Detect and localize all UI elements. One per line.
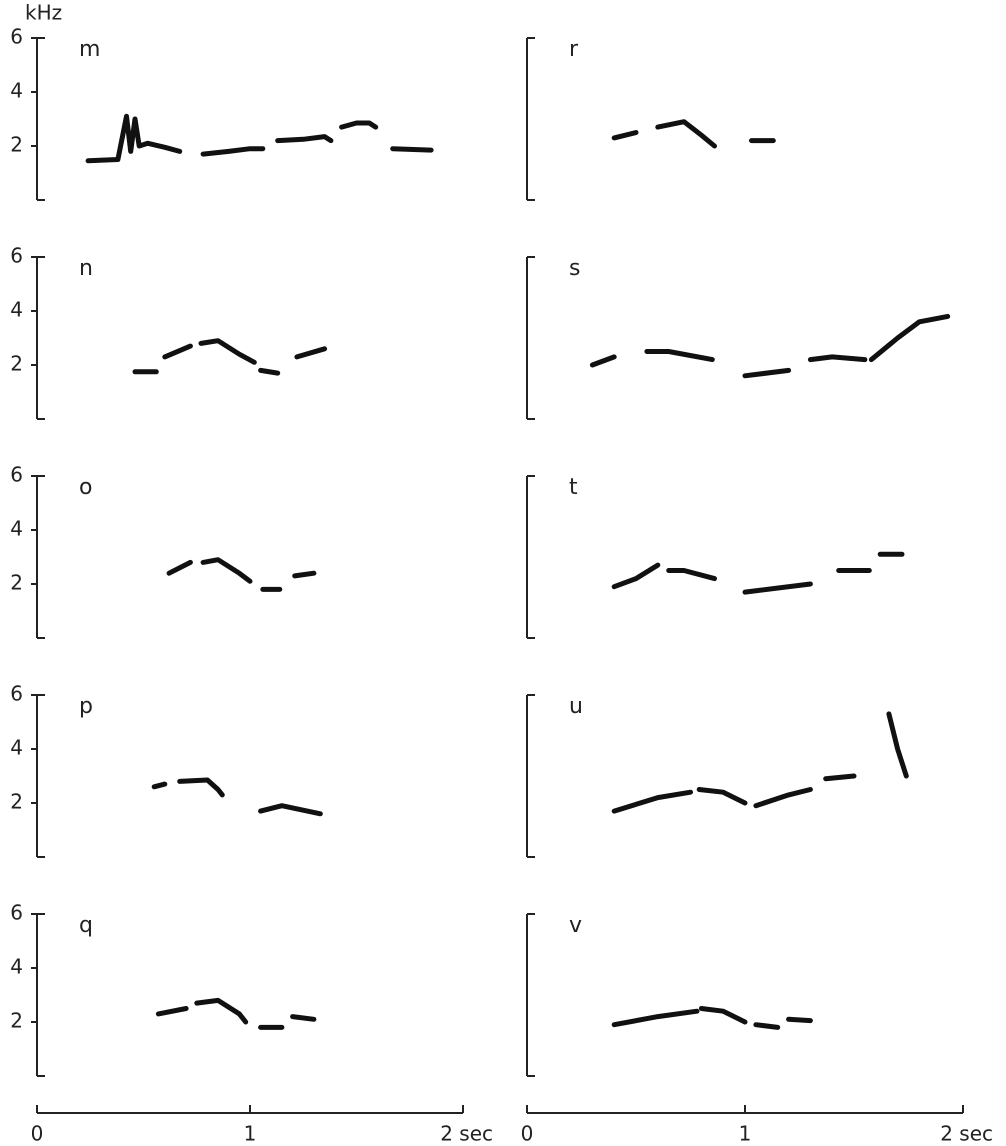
trace [611, 119, 776, 149]
y-tick-label: 2 [10, 571, 23, 595]
y-tick-label: 2 [10, 133, 23, 157]
y-tick-label: 4 [10, 298, 23, 322]
y-tick-label: 6 [10, 901, 23, 925]
y-tick-label: 4 [10, 79, 23, 103]
panel-label: m [79, 37, 100, 62]
trace [589, 313, 951, 379]
panel-label: v [569, 913, 582, 938]
y-tick-label: 2 [10, 352, 23, 376]
trace [132, 338, 328, 376]
panel-label: o [79, 475, 92, 500]
x-tick-label: 2 sec [940, 1122, 993, 1146]
y-tick-label: 4 [10, 736, 23, 760]
panel-label: u [569, 694, 583, 719]
y-axis-label: kHz [25, 1, 62, 25]
y-tick-label: 2 [10, 1009, 23, 1033]
y-tick-label: 6 [10, 25, 23, 49]
y-tick-label: 6 [10, 463, 23, 487]
y-tick-label: 4 [10, 517, 23, 541]
trace [151, 777, 323, 817]
panel-label: q [79, 913, 93, 938]
y-tick-label: 4 [10, 955, 23, 979]
panel-label: n [79, 256, 93, 281]
trace [155, 997, 317, 1030]
panel-label: p [79, 694, 93, 719]
y-tick-label: 6 [10, 244, 23, 268]
y-tick-label: 2 [10, 790, 23, 814]
panel-label: t [569, 475, 578, 500]
trace [85, 113, 434, 164]
x-tick-label: 1 [244, 1122, 257, 1146]
trace [611, 711, 909, 814]
trace [611, 551, 905, 595]
x-tick-label: 1 [739, 1122, 752, 1146]
trace [166, 557, 317, 592]
x-tick-label: 0 [521, 1122, 534, 1146]
trace [611, 1006, 813, 1030]
panel-label: s [569, 256, 580, 281]
x-tick-label: 2 sec [440, 1122, 493, 1146]
panel-label: r [569, 37, 579, 62]
x-tick-label: 0 [31, 1122, 44, 1146]
y-tick-label: 6 [10, 682, 23, 706]
